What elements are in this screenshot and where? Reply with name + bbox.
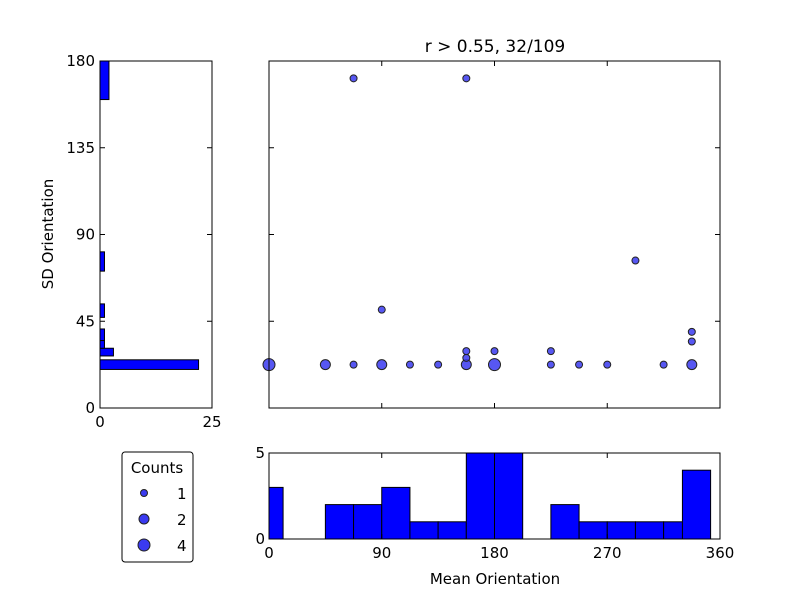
- scatter-point: [377, 305, 386, 314]
- scatter-point: [349, 74, 358, 83]
- x-tick-label: 270: [593, 544, 622, 562]
- legend-entries: 1 2 4: [137, 485, 187, 555]
- x-histogram-bar: [353, 504, 383, 540]
- x-histogram-bar: [437, 521, 467, 540]
- y-histogram-bar: [99, 251, 105, 272]
- y-tick-label: 135: [66, 139, 95, 157]
- x-tick-label: 360: [706, 544, 735, 562]
- scatter-point: [546, 347, 555, 356]
- x-histogram-bar: [268, 486, 284, 540]
- scatter-points: [262, 74, 698, 372]
- scatter-ticks: [268, 60, 721, 409]
- y-histogram-ticks: 0 45 90 135 180 0 25: [66, 52, 221, 431]
- legend-label: 2: [177, 511, 187, 529]
- scatter-point: [686, 359, 698, 371]
- x-histogram-y-tick-label: 5: [255, 444, 265, 462]
- scatter-point: [659, 360, 668, 369]
- scatter-point: [349, 360, 358, 369]
- y-histogram-bar: [99, 359, 200, 370]
- y-tick-label: 90: [76, 226, 95, 244]
- scatter-point: [687, 337, 696, 346]
- x-tick-label: 180: [480, 544, 509, 562]
- y-tick-label: 45: [76, 312, 95, 330]
- y-histogram-bars: [99, 60, 200, 370]
- y-histogram-bar: [99, 328, 105, 342]
- scatter-point: [319, 359, 331, 371]
- counts-legend: Counts 1 2 4: [121, 451, 194, 563]
- y-histogram-x-tick-label: 0: [95, 413, 105, 431]
- scatter-point: [603, 360, 612, 369]
- y-histogram-x-tick-label: 25: [202, 413, 221, 431]
- legend-marker: [140, 489, 148, 497]
- x-histogram-bar: [465, 452, 495, 540]
- y-histogram-bar: [99, 60, 110, 101]
- x-histogram-frame: [268, 452, 721, 540]
- scatter-point: [405, 360, 414, 369]
- x-histogram-bar: [381, 486, 411, 540]
- y-histogram-bar: [99, 303, 105, 318]
- scatter-point: [376, 359, 388, 371]
- scatter-point: [488, 358, 501, 372]
- y-tick-label: 0: [85, 399, 95, 417]
- x-histogram-y-tick-label: 0: [255, 530, 265, 548]
- legend-marker: [137, 538, 151, 552]
- legend-box: [121, 451, 194, 563]
- y-histogram-bar: [99, 347, 114, 357]
- legend-label: 4: [177, 537, 187, 555]
- x-histogram-bars: [268, 452, 712, 540]
- y-histogram-panel: SD Orientation 0 45 90 135 180 0 25: [39, 52, 222, 431]
- y-histogram-bar: [99, 340, 105, 349]
- y-axis-label: SD Orientation: [39, 179, 57, 290]
- legend-marker: [138, 513, 150, 525]
- x-tick-label: 90: [372, 544, 391, 562]
- y-tick-label: 180: [66, 52, 95, 70]
- x-histogram-bar: [550, 504, 580, 540]
- legend-label: 1: [177, 485, 187, 503]
- scatter-point: [546, 360, 555, 369]
- x-histogram-bar: [634, 521, 665, 540]
- scatter-point: [462, 74, 471, 83]
- scatter-title: r > 0.55, 32/109: [425, 37, 566, 57]
- scatter-point: [462, 353, 471, 362]
- x-histogram-bar: [606, 521, 636, 540]
- x-histogram-bar: [494, 452, 524, 540]
- scatter-plot-frame: [268, 60, 721, 409]
- x-histogram-ticks: 0 90 180 270 360 0 5: [255, 444, 734, 562]
- scatter-point: [575, 360, 584, 369]
- x-histogram-bar: [409, 521, 439, 540]
- scatter-point: [462, 347, 471, 356]
- x-histogram-panel: Mean Orientation 0 90 180 270 360 0 5: [255, 444, 734, 588]
- scatter-point: [434, 360, 443, 369]
- legend-title: Counts: [131, 459, 184, 477]
- scatter-point: [631, 256, 640, 265]
- scatter-point: [490, 347, 499, 356]
- x-histogram-bar: [324, 504, 355, 540]
- y-histogram-frame: [99, 60, 213, 409]
- x-tick-label: 0: [264, 544, 274, 562]
- scatter-point: [687, 327, 696, 336]
- scatter-panel: r > 0.55, 32/109: [262, 37, 721, 409]
- x-histogram-bar: [681, 469, 712, 540]
- x-histogram-bar: [578, 521, 608, 540]
- x-axis-label: Mean Orientation: [430, 570, 560, 588]
